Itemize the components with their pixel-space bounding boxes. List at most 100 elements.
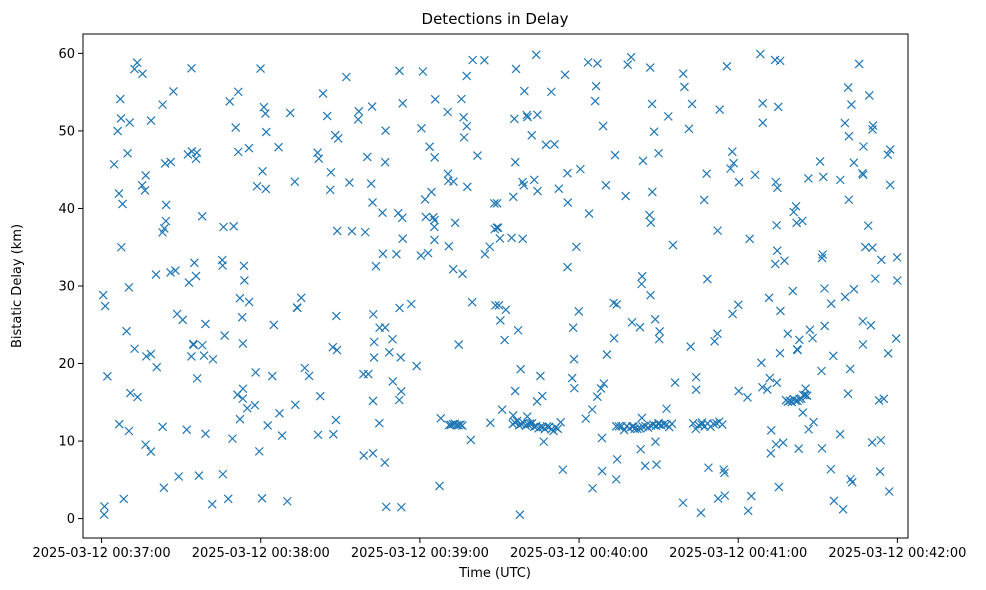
data-point-marker [388,377,398,386]
data-point-marker [384,347,394,357]
data-point-marker [775,348,785,358]
data-point-marker [261,127,271,137]
data-point-marker [261,184,271,194]
data-point-marker [798,408,808,418]
data-point-marker [554,184,564,194]
data-point-marker [296,293,306,303]
data-point-marker [244,297,254,307]
data-point-marker [619,425,629,435]
data-point-marker [347,226,357,236]
data-point-marker [715,105,725,114]
data-point-marker [251,367,261,377]
data-point-marker [720,491,730,501]
data-point-marker [797,216,807,226]
data-point-marker [584,209,594,219]
data-point-marker [141,170,151,180]
data-point-marker [159,483,169,493]
data-point-marker [571,242,581,252]
y-tick-label: 10 [58,435,75,450]
data-point-marker [130,64,139,74]
data-point-marker [838,504,848,514]
data-point-marker [500,335,510,345]
data-point-marker [726,164,735,174]
data-point-marker [100,501,109,511]
data-point-marker [780,256,789,266]
data-point-marker [870,274,880,284]
data-point-marker [166,157,176,167]
data-point-marker [774,482,784,492]
data-point-marker [587,405,597,414]
data-point-marker [114,419,124,429]
data-point-marker [187,147,197,156]
data-point-marker [115,94,125,104]
data-point-marker [158,422,168,432]
data-point-marker [858,316,868,326]
data-point-marker [815,157,825,166]
data-point-marker [140,186,150,195]
data-point-marker [449,177,458,186]
data-point-marker [430,215,439,225]
data-point-marker [803,174,813,183]
data-point-marker [233,390,242,400]
data-point-marker [161,200,171,210]
data-point-marker [395,66,404,76]
data-point-marker [727,147,737,157]
data-point-marker [525,419,535,429]
data-point-marker [238,394,248,404]
data-point-marker [454,420,463,430]
data-point-marker [398,98,408,108]
data-point-marker [802,391,812,401]
data-point-marker [659,419,669,429]
data-point-marker [186,352,196,361]
data-point-marker [772,378,782,388]
data-point-marker [733,300,743,310]
data-point-marker [237,312,247,322]
data-point-marker [867,438,877,447]
data-point-marker [430,235,439,245]
data-point-marker [184,278,194,288]
data-point-marker [166,267,175,277]
data-point-marker [766,448,776,458]
data-point-marker [623,60,633,70]
data-point-marker [395,303,404,313]
data-point-marker [239,261,249,271]
data-point-marker [201,429,210,439]
data-point-marker [158,100,167,110]
data-point-marker [514,420,524,430]
data-point-marker [473,151,482,160]
data-point-marker [367,102,377,111]
data-point-marker [859,142,868,151]
data-point-marker [892,252,902,262]
data-point-marker [709,419,718,429]
data-point-marker [597,466,607,476]
data-point-marker [457,421,467,430]
data-point-marker [130,344,140,354]
data-point-marker [563,168,572,178]
data-point-marker [511,64,521,74]
data-point-marker [151,270,161,279]
data-point-marker [239,275,249,285]
data-point-marker [868,243,877,253]
data-point-marker [508,192,518,202]
data-point-marker [609,298,619,308]
data-point-marker [100,301,110,311]
data-point-marker [713,494,723,503]
data-point-marker [510,157,520,167]
y-axis-ticks: 0 10 20 30 40 50 60 [58,47,83,527]
data-point-marker [654,148,664,158]
data-point-marker [818,250,828,259]
data-point-marker [891,334,901,344]
data-point-marker [360,227,370,237]
data-point-marker [746,491,756,501]
data-point-marker [884,487,894,496]
y-axis-label: Bistatic Delay (km) [10,224,25,348]
data-point-marker [138,69,147,79]
data-point-marker [174,472,184,481]
data-point-marker [122,326,131,336]
data-point-marker [462,182,472,192]
data-point-marker [495,234,505,243]
data-point-marker [863,221,873,231]
data-point-marker [858,340,868,349]
data-point-marker [710,336,720,346]
data-point-marker [789,207,799,217]
